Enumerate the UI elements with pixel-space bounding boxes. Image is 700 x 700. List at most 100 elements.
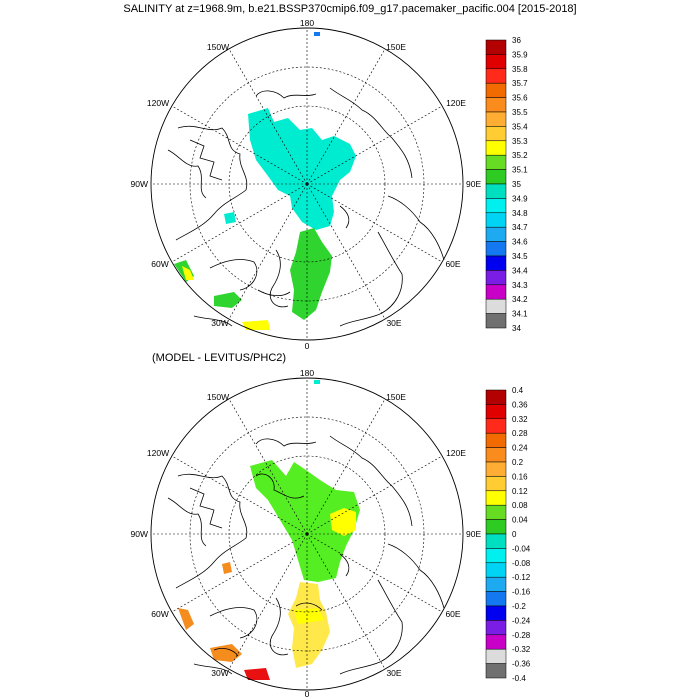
difference-colorbar-label: -0.16 [512,588,531,597]
difference-colorbar-swatch [485,663,507,679]
difference-colorbar-swatch [485,504,507,520]
difference-colorbar-label: -0.08 [512,559,531,568]
difference-colorbar-label: 0.08 [512,501,528,510]
diff-longitude-labels: 180 0 90W 90E 150W 150E 120W 120E 60W 60… [131,368,482,699]
difference-colorbar-label: 0.16 [512,472,528,481]
fill-small-left [224,212,236,224]
lon-label-upper-left: 150W [207,42,229,52]
difference-colorbar-label: 0.04 [512,516,528,525]
difference-colorbar-label: -0.2 [512,602,526,611]
salinity-colorbar-label: 34.9 [512,194,528,203]
difference-colorbar-label: -0.36 [512,660,531,669]
difference-colorbar-label: -0.32 [512,645,531,654]
salinity-colorbar: 36 35.9 35.8 35.7 35.6 35.5 35.4 35.3 35.2 35.1 35… [485,36,528,333]
diff-coastlines [167,435,445,675]
difference-colorbar-swatch [485,533,507,549]
salinity-colorbar-label: 34.5 [512,252,528,261]
salinity-colorbar-label: 34.3 [512,281,528,290]
difference-colorbar-swatch [485,519,507,535]
salinity-colorbar-label: 34 [512,324,521,333]
salinity-fill-regions [174,32,356,330]
fill-atlantic-branch [290,228,332,320]
difference-colorbar-swatch [485,461,507,477]
salinity-colorbar-label: 34.6 [512,238,528,247]
lon-label-left-upper: 120W [147,98,169,108]
salinity-colorbar-label: 35.6 [512,94,528,103]
graticule [151,28,463,340]
diff-fill-small-orange [222,562,232,574]
lon-label-right: 90E [466,179,481,189]
salinity-colorbar-swatch [485,313,507,329]
difference-colorbar-swatch [485,548,507,564]
difference-colorbar-label: 0.12 [512,487,528,496]
diff-fill-yellow-east [330,508,356,536]
diff-fill-yellow-band [294,608,324,624]
diff-lon-label-upper-left: 150W [207,392,229,402]
difference-colorbar-swatch [485,648,507,664]
lon-label-upper-right: 150E [386,42,406,52]
difference-colorbar-label: -0.24 [512,616,531,625]
difference-colorbar-label: 0.32 [512,415,528,424]
diff-lon-label-lower-left: 30W [211,668,228,678]
map-boundary [150,27,464,341]
difference-colorbar-label: -0.4 [512,674,526,683]
fill-south-yellow [242,320,270,330]
lon-label-left-lower: 60W [151,259,168,269]
diff-lon-label-right-upper: 120E [446,448,466,458]
lon-label-bottom: 0 [305,341,310,351]
diff-lon-label-left-upper: 120W [147,448,169,458]
difference-colorbar-label: -0.12 [512,573,531,582]
difference-colorbar-label: 0.36 [512,400,528,409]
difference-colorbar: 0.4 0.36 0.32 0.28 0.24 0.2 0.16 0.12 0.08 0.04 0 -… [485,386,531,683]
longitude-labels: 180 0 90W 90E 150W 150E 120W 120E 60W 60… [131,18,482,351]
difference-colorbar-swatch [485,562,507,578]
difference-colorbar-swatch [485,447,507,463]
diff-lon-label-lower-right: 30E [386,668,401,678]
salinity-colorbar-label: 35.2 [512,151,528,160]
salinity-colorbar-label: 35.8 [512,65,528,74]
salinity-colorbar-label: 35.5 [512,108,528,117]
difference-colorbar-swatch [485,605,507,621]
difference-colorbar-swatch [485,634,507,650]
difference-colorbar-swatch [485,591,507,607]
diff-graticule [151,378,463,690]
difference-colorbar-label: -0.04 [512,544,531,553]
difference-colorbar-swatch [485,490,507,506]
salinity-colorbar-label: 36 [512,36,521,45]
lon-label-top: 180 [300,18,314,28]
diff-fill-atlantic-yellow [288,582,330,668]
fill-bering-blue [314,32,320,36]
map-subtitle: (MODEL - LEVITUS/PHC2) [152,352,287,364]
difference-fill-regions [178,380,360,680]
lon-label-left: 90W [131,179,148,189]
salinity-colorbar-label: 35.9 [512,50,528,59]
diff-lon-label-top: 180 [300,368,314,378]
diff-lon-label-bottom: 0 [305,689,310,699]
difference-colorbar-label: -0.28 [512,631,531,640]
salinity-colorbar-label: 34.7 [512,223,528,232]
diff-fill-arctic-green [250,460,360,582]
lon-label-right-lower: 60E [445,259,460,269]
salinity-colorbar-label: 35.1 [512,166,528,175]
diff-lon-label-left: 90W [131,529,148,539]
fill-arctic-basin [248,108,356,230]
salinity-colorbar-label: 35.4 [512,122,528,131]
fill-labrador-yellow [182,266,194,280]
difference-colorbar-label: 0.24 [512,444,528,453]
salinity-colorbar-label: 35.7 [512,79,528,88]
diff-fill-bering-cyan [314,380,320,384]
salinity-colorbar-label: 35 [512,180,521,189]
lon-label-right-upper: 120E [446,98,466,108]
salinity-colorbar-label: 35.3 [512,137,528,146]
lon-label-lower-left: 30W [211,318,228,328]
diff-lon-label-right: 90E [466,529,481,539]
diff-map-boundary [150,377,464,691]
fill-greenland-sea-patch [214,292,242,308]
difference-colorbar-swatch [485,404,507,420]
difference-colorbar-label: 0.28 [512,429,528,438]
difference-colorbar-label: 0.2 [512,458,524,467]
salinity-colorbar-label: 34.8 [512,209,528,218]
difference-colorbar-swatch [485,620,507,636]
